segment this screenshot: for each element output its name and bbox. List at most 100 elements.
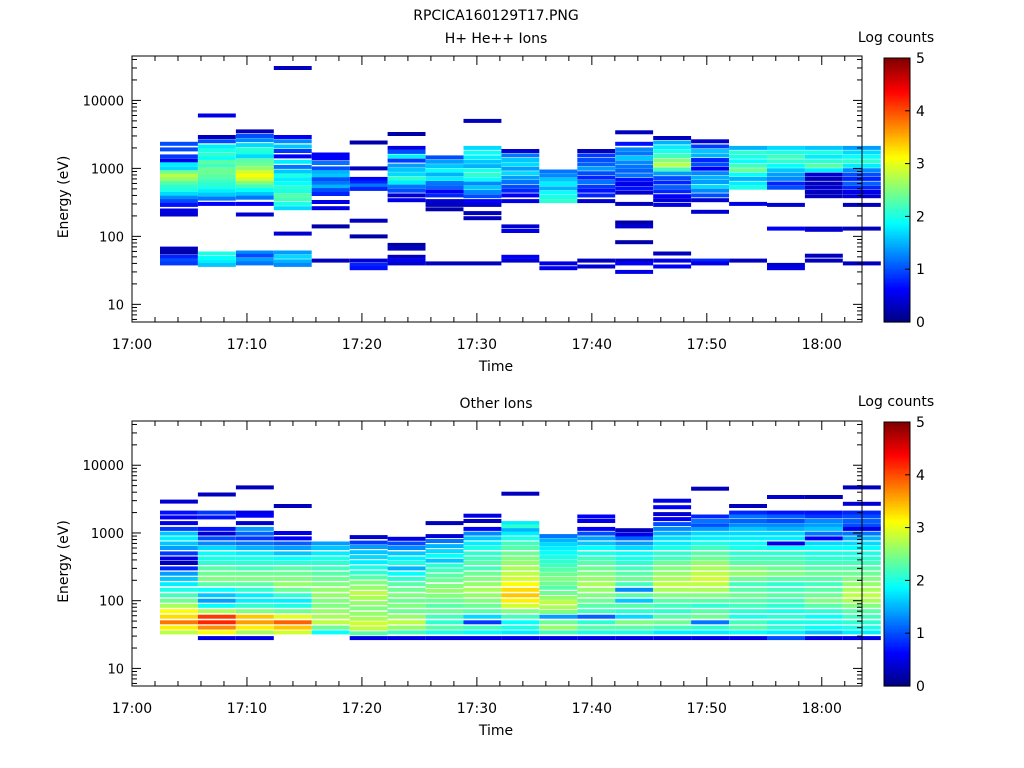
heatmap-cell	[197, 135, 236, 139]
colorbar-swatch	[884, 602, 910, 606]
y-tick-label: 10000	[83, 459, 124, 474]
heatmap-cell	[197, 201, 236, 206]
heatmap-cell	[273, 144, 312, 149]
colorbar-swatch	[884, 302, 910, 305]
colorbar-swatch	[884, 304, 910, 308]
heatmap-cell	[463, 593, 502, 598]
heatmap-cell	[615, 587, 654, 592]
heatmap-cell	[653, 180, 692, 185]
heatmap-cell	[425, 553, 464, 558]
heatmap-cell	[729, 561, 767, 565]
heatmap-cell	[235, 212, 274, 217]
heatmap-cell	[197, 566, 236, 571]
heatmap-cell	[691, 614, 729, 619]
heatmap-cell	[804, 620, 843, 625]
heatmap-cell	[767, 609, 805, 614]
heatmap-cell	[691, 576, 729, 581]
heatmap-cell	[311, 170, 350, 175]
heatmap-cell	[425, 593, 464, 598]
colorbar-swatch	[884, 242, 910, 246]
heatmap-cell	[425, 193, 464, 198]
heatmap-cell	[197, 556, 236, 561]
heatmap-cell	[273, 576, 312, 581]
heatmap-cell	[691, 598, 729, 603]
colorbar-swatch	[884, 194, 910, 198]
heatmap-cell	[387, 556, 426, 561]
heatmap-cell	[804, 145, 843, 150]
heatmap-cell	[653, 136, 692, 140]
colorbar-swatch	[884, 569, 910, 573]
colorbar-swatch	[884, 642, 910, 645]
colorbar-swatch	[884, 505, 910, 509]
heatmap-cell	[311, 556, 350, 561]
colorbar-swatch	[884, 176, 910, 180]
colorbar-swatch	[884, 617, 910, 621]
heatmap-cell	[349, 575, 388, 580]
heatmap-cell	[577, 519, 616, 523]
heatmap-cell	[691, 571, 729, 576]
colorbar-swatch	[884, 82, 910, 85]
colorbar-swatch	[884, 196, 910, 200]
heatmap-cell	[387, 198, 426, 203]
heatmap-cell	[653, 251, 692, 256]
heatmap-cell	[463, 168, 502, 173]
heatmap-cell	[349, 626, 388, 631]
heatmap-cell	[615, 609, 654, 614]
heatmap-cell	[653, 609, 692, 614]
colorbar-swatch	[884, 600, 910, 603]
heatmap-cell	[273, 189, 312, 194]
heatmap-cell	[311, 152, 350, 157]
colorbar-swatch	[884, 154, 910, 158]
heatmap-cell	[160, 154, 198, 159]
heatmap-cell	[425, 534, 464, 539]
colorbar-swatch	[884, 573, 910, 577]
colorbar-swatch	[884, 551, 910, 555]
heatmap-cell	[653, 198, 692, 203]
heatmap-cell	[501, 184, 540, 189]
heatmap-cell	[425, 261, 464, 266]
heatmap-cell	[539, 542, 578, 547]
heatmap-cell	[577, 625, 616, 630]
colorbar-swatch	[884, 251, 910, 255]
colorbar-swatch	[884, 319, 910, 323]
heatmap-cell	[729, 603, 767, 608]
heatmap-cell	[463, 211, 502, 216]
heatmap-cell	[425, 164, 464, 169]
colorbar-swatch	[884, 152, 910, 156]
heatmap-cell	[160, 536, 198, 541]
heatmap-cell	[767, 163, 805, 168]
colorbar-swatch	[884, 229, 910, 233]
heatmap-cell	[615, 593, 654, 598]
heatmap-cell	[767, 603, 805, 608]
colorbar-swatch	[884, 457, 910, 460]
colorbar-tick-label: 1	[916, 626, 925, 642]
heatmap-cell	[197, 148, 236, 153]
colorbar-label: Log counts	[858, 30, 934, 46]
heatmap-cell	[235, 541, 274, 546]
heatmap-cell	[235, 556, 274, 561]
heatmap-cell	[311, 582, 350, 587]
heatmap-cell	[160, 531, 198, 536]
heatmap-cell	[273, 159, 312, 164]
heatmap-cell	[311, 620, 350, 625]
colorbar-swatch	[884, 677, 910, 680]
heatmap-cell	[577, 264, 616, 269]
heatmap-cell	[463, 546, 502, 550]
heatmap-cell	[311, 258, 350, 263]
heatmap-cell	[615, 220, 654, 225]
heatmap-cell	[160, 510, 198, 515]
colorbar-swatch	[884, 77, 910, 81]
heatmap-cell	[691, 258, 729, 263]
colorbar-swatch	[884, 289, 910, 292]
colorbar-swatch	[884, 267, 910, 270]
colorbar-swatch	[884, 433, 910, 436]
heatmap-cell	[425, 189, 464, 194]
colorbar-swatch	[884, 679, 910, 683]
heatmap-cell	[729, 526, 767, 531]
heatmap-cell	[197, 536, 236, 541]
colorbar-swatch	[884, 675, 910, 678]
heatmap-cell	[729, 172, 767, 177]
heatmap-cell	[160, 246, 198, 251]
heatmap-cell	[273, 603, 312, 608]
heatmap-cell	[539, 266, 578, 271]
